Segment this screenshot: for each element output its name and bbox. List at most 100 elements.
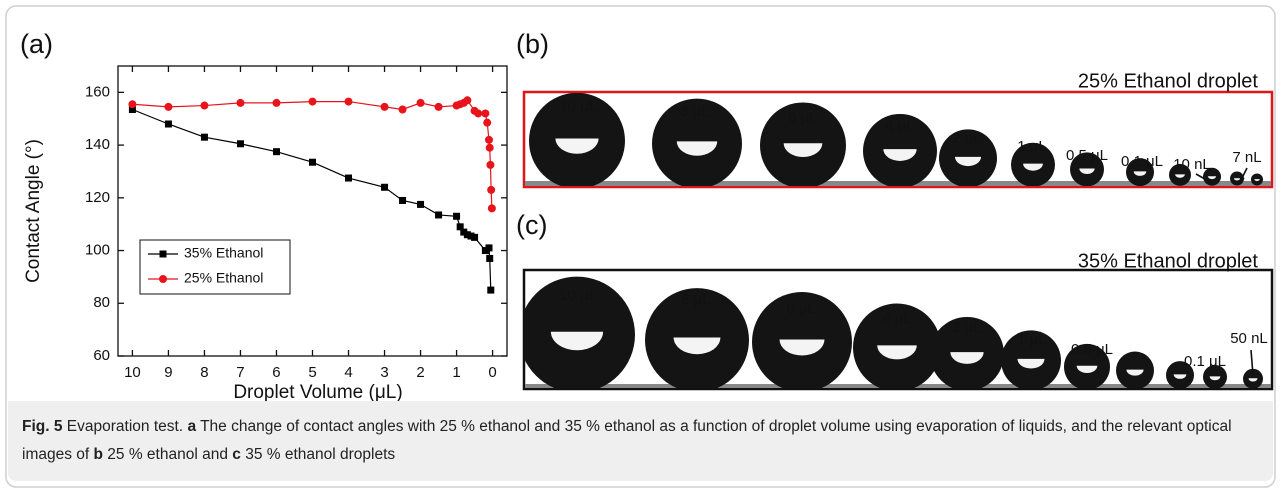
droplet-label: 0.1 μL <box>1121 153 1163 170</box>
x-tick-label: 2 <box>416 364 424 381</box>
marker <box>399 196 407 204</box>
droplet-image <box>525 276 1271 388</box>
droplet-highlight <box>1173 374 1187 379</box>
marker <box>200 101 209 110</box>
droplet-highlight <box>877 345 917 360</box>
caption: Fig. 5 Evaporation test. a The change of… <box>8 401 1273 481</box>
caption-ref: b <box>93 446 103 463</box>
marker <box>380 102 389 111</box>
marker <box>159 250 167 258</box>
y-tick-label: 80 <box>93 294 110 311</box>
marker <box>308 97 317 106</box>
arrow-head <box>1206 178 1212 183</box>
marker <box>456 223 464 231</box>
y-axis-title: Contact Angle (°) <box>23 139 44 283</box>
panel-label: (c) <box>516 210 547 240</box>
droplet-label: 10 μL <box>559 98 597 115</box>
droplet-image <box>525 93 1271 186</box>
droplet-label: 2 μL <box>952 130 982 147</box>
caption-body: The change of contact angles with 25 % e… <box>22 418 1232 463</box>
droplet-label: 0.1 μL <box>1184 353 1226 370</box>
marker <box>200 133 208 141</box>
caption-body: 35 % ethanol droplets <box>245 446 396 463</box>
y-tick-label: 120 <box>85 189 110 206</box>
x-tick-label: 3 <box>380 364 388 381</box>
droplet-highlight <box>1076 365 1098 374</box>
droplet-highlight <box>1126 369 1144 376</box>
droplet-highlight <box>550 331 604 351</box>
marker <box>485 143 494 152</box>
arrow-head <box>1240 176 1245 182</box>
caption-fig: Fig. 5 <box>22 418 63 435</box>
marker <box>398 105 407 114</box>
marker <box>164 120 172 128</box>
droplet-label: 8 μL <box>680 103 710 120</box>
marker <box>417 200 425 208</box>
panel-title: 25% Ethanol droplet <box>1078 70 1259 92</box>
x-tick-label: 4 <box>344 364 352 381</box>
arrow-head <box>1249 369 1256 375</box>
droplet-label: 1 μL <box>1017 331 1047 348</box>
marker <box>487 185 496 194</box>
droplet-label: 4 μL <box>882 310 912 327</box>
marker <box>128 106 136 113</box>
droplet-label: 50 nL <box>1230 330 1268 347</box>
y-tick-label: 140 <box>85 136 110 153</box>
caption-body: 25 % ethanol and <box>107 446 228 463</box>
marker <box>381 183 389 191</box>
panel-label: (a) <box>20 29 53 59</box>
droplet-highlight <box>1248 378 1258 382</box>
x-tick-label: 7 <box>236 364 244 381</box>
droplet-highlight <box>1023 163 1043 171</box>
marker <box>344 97 353 106</box>
droplet-label: 6 μL <box>788 109 818 126</box>
marker <box>485 244 493 252</box>
droplet-highlight <box>673 337 721 355</box>
droplet-label: 0.5 μL <box>1071 341 1113 358</box>
droplet-highlight <box>1079 168 1095 174</box>
panel-title: 35% Ethanol droplet <box>1078 250 1259 272</box>
x-tick-label: 8 <box>200 364 208 381</box>
marker <box>236 140 244 148</box>
marker <box>486 160 495 169</box>
marker <box>487 286 495 294</box>
droplet-label: 0.5 μL <box>1066 147 1108 164</box>
marker <box>416 98 425 107</box>
panel-label: (b) <box>516 29 549 59</box>
x-tick-label: 5 <box>308 364 316 381</box>
marker <box>164 102 173 111</box>
marker <box>460 228 468 236</box>
marker <box>159 275 167 283</box>
y-tick-label: 100 <box>85 242 110 259</box>
marker <box>471 233 479 241</box>
marker <box>272 98 281 107</box>
droplet-highlight <box>1207 176 1217 180</box>
x-tick-label: 10 <box>124 364 141 381</box>
legend-box <box>139 239 291 295</box>
droplet-highlight <box>783 143 823 158</box>
marker <box>483 118 492 127</box>
marker <box>272 148 280 156</box>
marker <box>434 102 443 111</box>
caption-ref: c <box>232 446 241 463</box>
marker <box>463 96 472 105</box>
droplet-highlight <box>950 352 984 364</box>
marker <box>467 232 475 240</box>
droplet-highlight <box>555 138 599 154</box>
droplet-highlight <box>779 339 825 356</box>
x-tick-label: 9 <box>164 364 172 381</box>
caption-title: Evaporation test. <box>66 418 184 435</box>
marker <box>453 212 461 220</box>
x-axis-title: Droplet Volume (μL) <box>233 382 402 403</box>
droplet-highlight <box>883 149 917 161</box>
droplet-highlight <box>1017 358 1045 369</box>
droplet-highlight <box>954 156 982 167</box>
caption-ref: a <box>187 418 197 435</box>
x-tick-label: 1 <box>452 364 460 381</box>
droplet-highlight <box>1133 171 1147 176</box>
caption-text: Fig. 5 Evaporation test. a The change of… <box>8 401 1273 469</box>
marker <box>484 135 493 144</box>
droplet-label: 4 μL <box>885 118 915 135</box>
